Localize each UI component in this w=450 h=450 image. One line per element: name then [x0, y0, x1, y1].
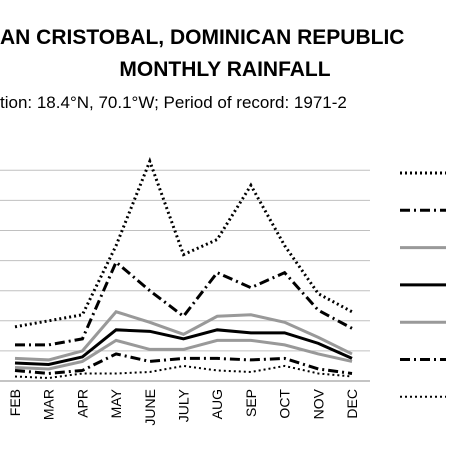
series-line	[15, 259, 353, 347]
chart-subtitle: MONTHLY RAINFALL	[119, 58, 330, 81]
x-tick-label: DEC	[344, 389, 360, 419]
x-tick-label: JUNE	[142, 389, 158, 426]
series-line	[14, 310, 353, 362]
x-tick-label: JULY	[176, 388, 192, 422]
series-line	[14, 364, 353, 379]
x-tick-label: SEP	[243, 389, 259, 417]
x-tick-label: OCT	[277, 389, 293, 419]
x-tick-label: FEB	[7, 389, 23, 416]
x-tick-label: APR	[74, 389, 90, 418]
chart-title: AN CRISTOBAL, DOMINICAN REPUBLIC	[0, 26, 404, 49]
x-tick-label: AUG	[209, 389, 225, 419]
x-tick-label: MAY	[108, 388, 124, 418]
series-line	[14, 157, 353, 329]
series-line	[14, 338, 353, 371]
x-tick-label: MAR	[41, 389, 57, 420]
series-line	[14, 352, 353, 375]
x-tick-label: NOV	[310, 388, 326, 419]
series-line	[14, 328, 353, 366]
chart-note: tion: 18.4°N, 70.1°W; Period of record: …	[0, 93, 347, 112]
